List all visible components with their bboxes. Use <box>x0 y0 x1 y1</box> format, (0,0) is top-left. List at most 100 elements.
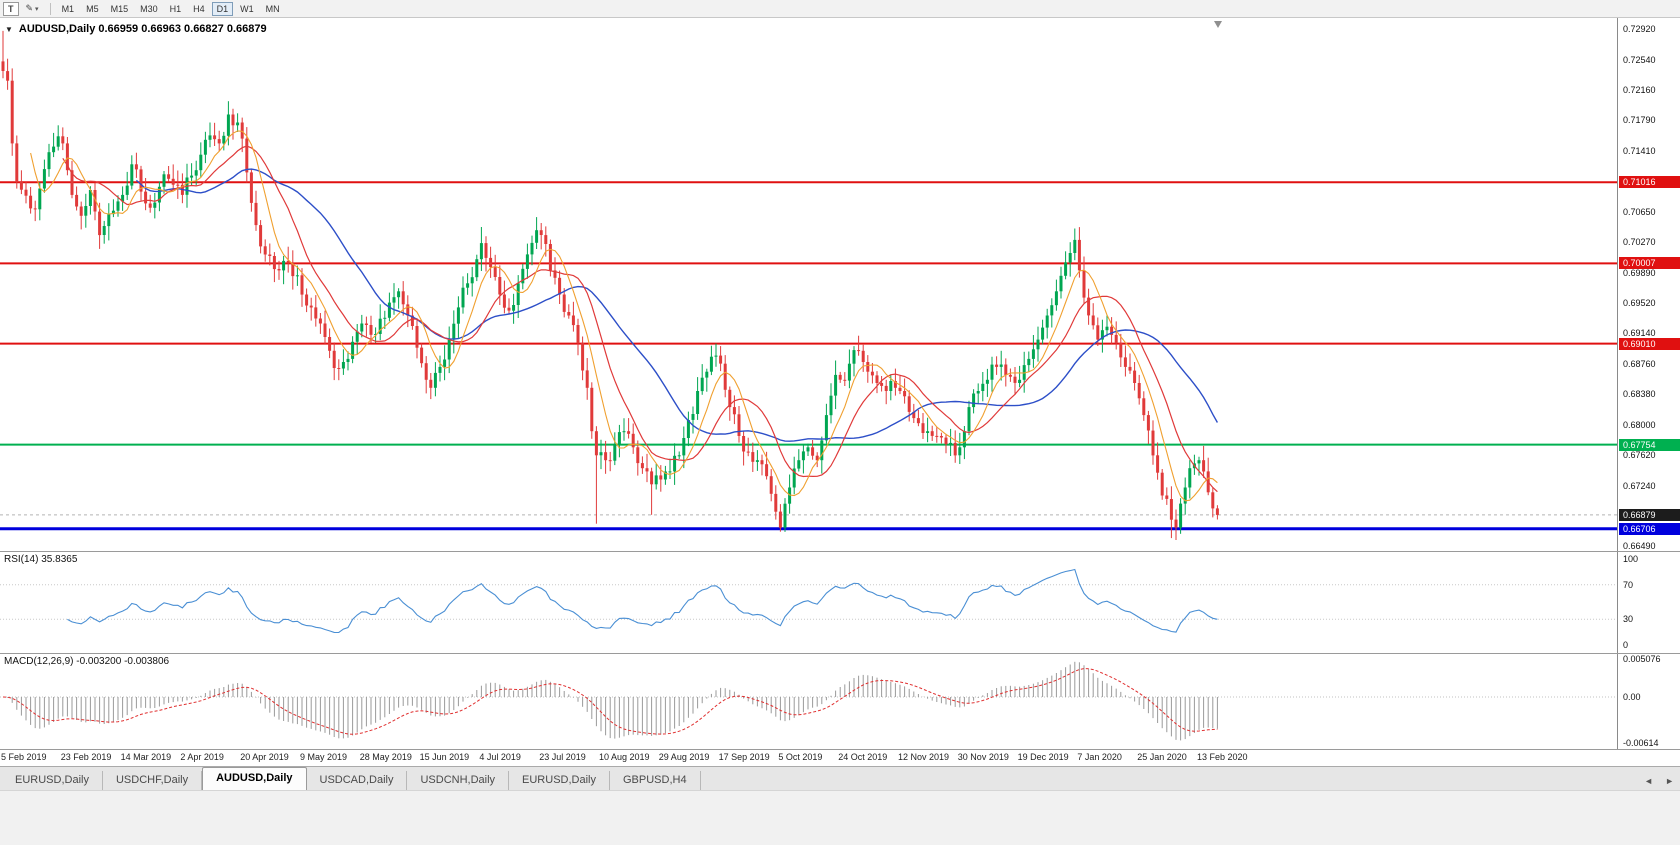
price-tick: 0.67620 <box>1623 450 1656 461</box>
quote-label: ▼ AUDUSD,Daily 0.66959 0.66963 0.66827 0… <box>5 23 267 35</box>
price-tick: 0.70270 <box>1623 237 1656 248</box>
status-strip <box>0 790 1680 845</box>
price-tick: 0.72920 <box>1623 24 1656 35</box>
ma-line-mid <box>62 145 1218 493</box>
level-price-badge: 0.71016 <box>1619 176 1680 189</box>
timeframe-button-h4[interactable]: H4 <box>193 3 205 14</box>
chart-tab-usdcnh-daily[interactable]: USDCNH,Daily <box>407 771 510 790</box>
chart-tab-audusd-daily[interactable]: AUDUSD,Daily <box>202 767 307 790</box>
date-label: 24 Oct 2019 <box>838 752 888 762</box>
rsi-line <box>67 568 1218 634</box>
current-price-badge: 0.66879 <box>1619 508 1680 521</box>
toolbar-separator <box>49 2 51 15</box>
chart-tab-bar: EURUSD,Daily USDCHF,Daily AUDUSD,Daily USDC… <box>0 766 1680 790</box>
macd-signal-line <box>2 668 1218 735</box>
date-label: 17 Sep 2019 <box>718 752 770 762</box>
toolbar: T ✎ ▾ M1 M5 M15 M30 H1 H4 D1 W1 MN <box>0 0 1680 18</box>
date-label: 10 Aug 2019 <box>599 752 650 762</box>
macd-panel[interactable]: MACD(12,26,9) -0.003200 -0.003806 <box>0 653 1680 749</box>
date-label: 15 Jun 2019 <box>419 752 470 762</box>
macd-canvas[interactable] <box>0 653 1680 749</box>
timeframe-buttons: M1 M5 M15 M30 H1 H4 D1 W1 MN <box>57 1 285 16</box>
macd-tick: 0.005076 <box>1623 654 1661 664</box>
timeframe-button-m30[interactable]: M30 <box>140 3 158 14</box>
date-label: 23 Feb 2019 <box>60 752 112 762</box>
price-tick: 0.68380 <box>1623 389 1656 400</box>
date-label: 5 Feb 2019 <box>1 752 47 762</box>
chart-tab-usdchf-daily[interactable]: USDCHF,Daily <box>102 771 203 790</box>
tabs-scroll-left-button[interactable]: ◄ <box>1644 776 1654 786</box>
price-tick: 0.69890 <box>1623 267 1656 278</box>
price-tick: 0.69140 <box>1623 328 1656 339</box>
price-chart-canvas[interactable] <box>0 18 1680 551</box>
rsi-tick: 0 <box>1623 640 1629 650</box>
date-label: 23 Jul 2019 <box>539 752 586 762</box>
panel-splitter[interactable] <box>0 653 1680 654</box>
ma-line-fast <box>30 130 1218 502</box>
rsi-canvas[interactable] <box>0 551 1680 653</box>
symbol-ohlc-text: AUDUSD,Daily 0.66959 0.66963 0.66827 0.6… <box>18 23 267 35</box>
rsi-header: RSI(14) 35.8365 <box>4 554 78 565</box>
main-chart-panel[interactable]: ▼ AUDUSD,Daily 0.66959 0.66963 0.66827 0… <box>0 18 1680 551</box>
chart-tabs: EURUSD,Daily USDCHF,Daily AUDUSD,Daily USDC… <box>2 767 701 790</box>
price-tick: 0.66490 <box>1623 541 1656 552</box>
price-tick: 0.71410 <box>1623 145 1656 156</box>
chevron-down-icon: ▾ <box>35 5 39 13</box>
pencil-icon: ✎ <box>25 3 34 13</box>
tab-scroll-arrows: ◄ ► <box>1644 776 1674 786</box>
price-tick: 0.70650 <box>1623 206 1656 217</box>
level-price-badge: 0.69010 <box>1619 337 1680 350</box>
date-label: 7 Jan 2020 <box>1077 752 1122 762</box>
date-label: 14 Mar 2019 <box>120 752 172 762</box>
timeframe-button-m1[interactable]: M1 <box>61 3 75 14</box>
panel-splitter <box>0 749 1680 750</box>
timeframe-button-h1[interactable]: H1 <box>169 3 182 14</box>
ma-line-slow <box>135 168 1219 442</box>
panel-splitter[interactable] <box>0 551 1680 552</box>
chart-shift-marker[interactable] <box>1214 21 1222 28</box>
timeframe-button-m5[interactable]: M5 <box>86 3 99 14</box>
chart-tab-eurusd-daily[interactable]: EURUSD,Daily <box>509 771 610 790</box>
price-axis[interactable]: 0.72920 0.72540 0.72160 0.71790 0.71410 0.706… <box>1617 18 1680 749</box>
level-price-badge: 0.66706 <box>1619 522 1680 535</box>
macd-histogram <box>7 661 1218 741</box>
price-tick: 0.68760 <box>1623 358 1656 369</box>
date-label: 30 Nov 2019 <box>957 752 1009 762</box>
rsi-tick: 70 <box>1623 579 1634 590</box>
tabs-scroll-right-button[interactable]: ► <box>1665 776 1674 786</box>
price-tick: 0.72540 <box>1623 54 1656 65</box>
rsi-tick: 100 <box>1623 554 1639 564</box>
price-tick: 0.69520 <box>1623 297 1656 308</box>
date-label: 28 May 2019 <box>359 752 412 762</box>
date-label: 9 May 2019 <box>300 752 348 762</box>
date-label: 2 Apr 2019 <box>180 752 224 762</box>
price-tick: 0.68000 <box>1623 419 1656 430</box>
draw-tool-button[interactable]: ✎ ▾ <box>21 2 44 16</box>
rsi-panel[interactable]: RSI(14) 35.8365 <box>0 551 1680 653</box>
price-tick: 0.71790 <box>1623 115 1656 126</box>
one-click-trading-toggle[interactable]: ▼ <box>5 24 13 34</box>
template-button[interactable]: T <box>3 1 19 16</box>
price-tick: 0.67240 <box>1623 480 1656 491</box>
timeframe-button-mn[interactable]: MN <box>265 3 280 14</box>
candles <box>1 30 1219 540</box>
level-price-badge: 0.70007 <box>1619 257 1680 270</box>
chart-tab-usdcad-daily[interactable]: USDCAD,Daily <box>306 771 408 790</box>
timeframe-button-m15[interactable]: M15 <box>110 3 129 14</box>
chart-tab-eurusd-daily[interactable]: EURUSD,Daily <box>2 771 103 790</box>
timeframe-button-w1[interactable]: W1 <box>240 3 254 14</box>
chart-tab-gbpusd-h4[interactable]: GBPUSD,H4 <box>610 771 701 790</box>
macd-tick: 0.00 <box>1623 692 1641 703</box>
date-label: 4 Jul 2019 <box>479 752 521 762</box>
date-label: 13 Feb 2020 <box>1197 752 1248 762</box>
timeframe-button-d1[interactable]: D1 <box>211 1 234 16</box>
date-label: 12 Nov 2019 <box>898 752 950 762</box>
macd-header: MACD(12,26,9) -0.003200 -0.003806 <box>4 656 170 667</box>
level-price-badge: 0.67754 <box>1619 438 1680 451</box>
date-label: 5 Oct 2019 <box>778 752 823 762</box>
date-label: 29 Aug 2019 <box>658 752 710 762</box>
date-label: 19 Dec 2019 <box>1017 752 1069 762</box>
time-axis[interactable]: 5 Feb 2019 23 Feb 2019 14 Mar 2019 2 Apr 20… <box>0 749 1680 766</box>
date-label: 20 Apr 2019 <box>240 752 289 762</box>
